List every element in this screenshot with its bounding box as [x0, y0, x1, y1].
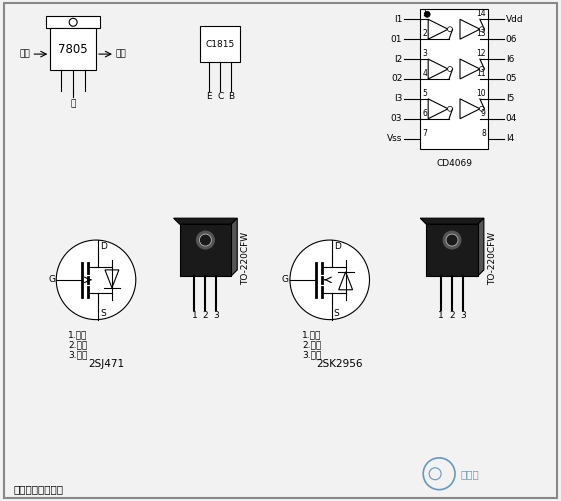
- Text: I1: I1: [394, 15, 402, 24]
- Text: 3.源极: 3.源极: [68, 350, 88, 359]
- FancyBboxPatch shape: [50, 28, 96, 70]
- Text: CD4069: CD4069: [436, 158, 472, 167]
- Circle shape: [69, 19, 77, 26]
- Text: 2SJ471: 2SJ471: [88, 359, 124, 369]
- Text: S: S: [100, 309, 106, 318]
- Text: C: C: [217, 92, 223, 101]
- Polygon shape: [428, 59, 448, 79]
- Polygon shape: [460, 59, 480, 79]
- Text: I4: I4: [506, 134, 514, 143]
- Text: 1.栅极: 1.栅极: [302, 330, 321, 339]
- Text: 2: 2: [203, 311, 208, 320]
- Polygon shape: [426, 224, 478, 276]
- Polygon shape: [339, 272, 353, 290]
- Polygon shape: [428, 20, 448, 39]
- Circle shape: [446, 234, 458, 246]
- Text: 13: 13: [476, 29, 486, 38]
- Text: 1: 1: [422, 10, 427, 19]
- Text: 百阳辰: 百阳辰: [461, 469, 480, 479]
- Text: 3: 3: [214, 311, 219, 320]
- FancyBboxPatch shape: [200, 26, 240, 62]
- Circle shape: [200, 234, 211, 246]
- Text: 03: 03: [391, 114, 402, 123]
- Text: 04: 04: [506, 114, 517, 123]
- Circle shape: [480, 27, 484, 32]
- Polygon shape: [428, 99, 448, 119]
- Text: 01: 01: [391, 35, 402, 44]
- Text: 6: 6: [422, 109, 427, 118]
- Text: 5: 5: [422, 89, 427, 98]
- FancyBboxPatch shape: [3, 4, 558, 497]
- FancyBboxPatch shape: [47, 17, 100, 28]
- Text: D: D: [100, 242, 107, 251]
- Polygon shape: [478, 218, 484, 276]
- Text: 逆变器所用元器件: 逆变器所用元器件: [13, 483, 63, 493]
- Circle shape: [448, 27, 453, 32]
- Text: TO-220CFW: TO-220CFW: [241, 231, 250, 285]
- Text: 3: 3: [460, 311, 466, 320]
- Circle shape: [448, 106, 453, 111]
- Text: 2.漏极: 2.漏极: [68, 340, 88, 349]
- Text: C1815: C1815: [206, 40, 235, 49]
- Polygon shape: [460, 99, 480, 119]
- Text: 05: 05: [506, 75, 517, 84]
- Text: 11: 11: [476, 69, 486, 78]
- Text: 9: 9: [481, 109, 486, 118]
- Circle shape: [448, 67, 453, 72]
- Text: 3: 3: [422, 49, 427, 58]
- Polygon shape: [460, 20, 480, 39]
- Text: 8: 8: [481, 129, 486, 138]
- Text: 2: 2: [449, 311, 455, 320]
- Polygon shape: [173, 218, 237, 224]
- Text: 14: 14: [476, 10, 486, 19]
- Text: I2: I2: [394, 55, 402, 64]
- Text: 06: 06: [506, 35, 517, 44]
- Polygon shape: [420, 218, 484, 224]
- Text: 7805: 7805: [58, 43, 88, 56]
- Text: 02: 02: [391, 75, 402, 84]
- Text: 3.源极: 3.源极: [302, 350, 321, 359]
- Text: D: D: [334, 242, 341, 251]
- Text: 2SK2956: 2SK2956: [316, 359, 363, 369]
- Text: 10: 10: [476, 89, 486, 98]
- Circle shape: [480, 67, 484, 72]
- Text: 7: 7: [422, 129, 427, 138]
- Text: E: E: [206, 92, 212, 101]
- Circle shape: [196, 231, 214, 249]
- Text: G: G: [48, 276, 55, 285]
- Polygon shape: [231, 218, 237, 276]
- Text: 2.漏极: 2.漏极: [302, 340, 321, 349]
- Text: B: B: [228, 92, 234, 101]
- Polygon shape: [180, 224, 231, 276]
- Text: S: S: [334, 309, 339, 318]
- Text: 1: 1: [192, 311, 197, 320]
- Text: I6: I6: [506, 55, 514, 64]
- FancyBboxPatch shape: [420, 10, 488, 149]
- Text: Vss: Vss: [387, 134, 402, 143]
- Text: 1: 1: [438, 311, 444, 320]
- Text: TO-220CFW: TO-220CFW: [488, 231, 497, 285]
- Polygon shape: [105, 270, 119, 288]
- Text: 输出: 输出: [116, 50, 127, 59]
- Text: 12: 12: [476, 49, 486, 58]
- Circle shape: [424, 12, 430, 18]
- Circle shape: [443, 231, 461, 249]
- Text: G: G: [282, 276, 289, 285]
- Circle shape: [480, 106, 484, 111]
- Circle shape: [56, 240, 136, 320]
- Text: 地: 地: [71, 99, 76, 108]
- Text: 输入: 输入: [20, 50, 30, 59]
- Text: I5: I5: [506, 94, 514, 103]
- Circle shape: [290, 240, 370, 320]
- Text: Vdd: Vdd: [506, 15, 523, 24]
- Text: 1.栅极: 1.栅极: [68, 330, 88, 339]
- Text: 2: 2: [422, 29, 427, 38]
- Text: 4: 4: [422, 69, 427, 78]
- Text: I3: I3: [394, 94, 402, 103]
